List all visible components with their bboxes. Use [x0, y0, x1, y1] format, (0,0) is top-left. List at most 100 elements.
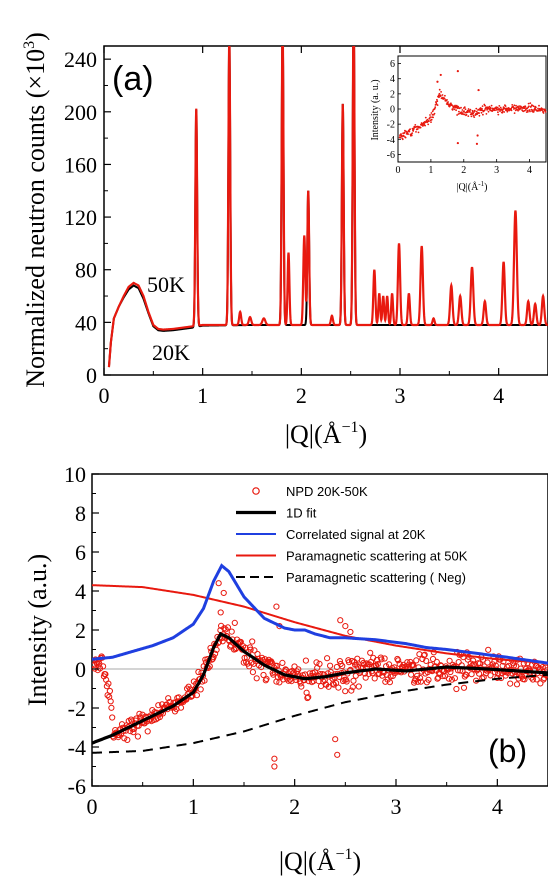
inset-point	[415, 131, 417, 133]
npd-point	[445, 675, 452, 682]
npd-point	[193, 692, 200, 699]
npd-point	[220, 589, 227, 597]
npd-point	[470, 657, 477, 664]
inset-point	[474, 110, 476, 112]
inset-point	[430, 112, 433, 114]
npd-point	[542, 664, 548, 671]
npd-point	[108, 704, 115, 711]
npd-point	[484, 659, 491, 666]
npd-point	[429, 655, 437, 663]
inset-point	[482, 113, 484, 116]
inset-point	[514, 107, 517, 109]
inset-point	[544, 111, 547, 113]
panel-a-frame	[103, 45, 548, 376]
inset-point	[416, 128, 419, 130]
inset-point	[447, 101, 449, 103]
series-50k	[107, 46, 548, 368]
panel-b-data	[92, 563, 548, 770]
inset-point	[433, 107, 436, 110]
inset-point	[440, 91, 442, 93]
inset-point	[538, 104, 540, 107]
npd-point	[485, 646, 492, 653]
inset-point	[528, 105, 530, 108]
npd-point	[334, 751, 341, 758]
inset-point	[517, 109, 519, 112]
npd-point	[448, 676, 455, 683]
legend-label: Paramagnetic scattering at 50K	[286, 549, 468, 564]
inset-point	[438, 88, 441, 91]
inset-point	[408, 130, 411, 133]
npd-point	[105, 680, 112, 687]
npd-point	[455, 659, 462, 666]
npd-point	[395, 657, 402, 664]
inset-point	[426, 118, 429, 121]
inset-point	[513, 104, 516, 107]
curve-3	[92, 673, 548, 754]
inset-point	[462, 113, 464, 116]
annotation-20k: 20K	[152, 340, 190, 365]
inset-point	[510, 107, 513, 110]
x-tick-label: 3	[395, 383, 406, 408]
panel-a-ylabel: Normalized neutron counts (×103)	[21, 32, 50, 388]
legend-item: Paramagnetic scattering at 50K	[236, 549, 468, 564]
y-tick-label: 0	[86, 363, 97, 388]
npd-point	[417, 674, 424, 682]
y-tick-label: 0	[75, 657, 86, 682]
inset-point	[467, 108, 470, 110]
inset-point	[409, 128, 411, 131]
inset-point	[400, 133, 402, 135]
npd-point	[324, 655, 331, 662]
inset-point	[488, 105, 491, 108]
inset-point	[437, 94, 440, 97]
y-tick-label: -6	[68, 774, 86, 799]
npd-point	[330, 680, 337, 687]
npd-point	[124, 736, 131, 744]
legend-label: NPD 20K-50K	[286, 484, 368, 499]
inset-point	[497, 113, 500, 116]
inset-point	[431, 113, 434, 116]
inset-point	[456, 70, 459, 73]
inset-y-tick-label: 2	[390, 89, 395, 100]
inset-point	[515, 104, 517, 107]
legend-label: Correlated signal at 20K	[286, 527, 426, 542]
inset-x-tick-label: 3	[494, 165, 499, 176]
inset-point	[478, 112, 480, 114]
npd-point	[136, 710, 143, 717]
inset-point	[463, 110, 465, 113]
inset-point	[477, 108, 480, 111]
inset-point	[411, 132, 414, 135]
inset-point	[527, 110, 529, 113]
inset-xlabel: |Q|(Å-1)	[457, 180, 488, 193]
inset-point	[544, 108, 547, 111]
inset-point	[457, 113, 460, 115]
npd-point	[177, 704, 185, 711]
inset-data	[398, 70, 547, 145]
inset-point	[476, 134, 479, 137]
npd-point	[446, 657, 453, 664]
inset-point	[511, 104, 514, 106]
inset-point	[433, 112, 436, 115]
inset-point	[503, 111, 506, 113]
panel-a-label: (a)	[112, 60, 154, 98]
npd-point	[453, 685, 460, 693]
inset-point	[480, 111, 483, 114]
npd-point	[107, 698, 114, 705]
inset-point	[436, 98, 438, 101]
inset-point	[496, 108, 499, 111]
inset-point	[501, 110, 504, 112]
inset-point	[527, 102, 530, 105]
inset-point	[458, 107, 461, 110]
npd-point	[241, 654, 248, 662]
npd-point	[273, 603, 280, 610]
npd-point	[247, 646, 254, 653]
inset-point	[424, 116, 427, 119]
inset-axes: 0 1 2 3 4 -6 -4 -2 0 2 4 6	[387, 59, 532, 176]
inset-point	[453, 108, 456, 111]
npd-point	[260, 671, 267, 679]
inset-point	[475, 142, 479, 145]
y-tick-label: 10	[64, 462, 86, 487]
npd-point	[109, 714, 116, 721]
inset-point	[414, 124, 417, 126]
